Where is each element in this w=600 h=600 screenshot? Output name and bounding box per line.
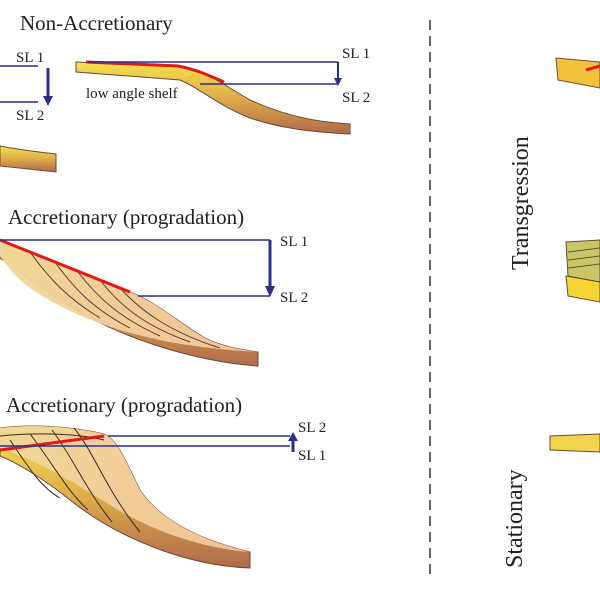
clinoform-lines [29,251,221,349]
panel-non-accretionary: Non-Accretionary SL 1 SL 2 SL 1 SL 2 low… [0,11,370,173]
fragment-mid-lines [567,247,600,269]
clinoform-fill-bottom [0,426,250,552]
sl-label-2-bottom: SL 2 [298,420,326,436]
sl-label-left-1: SL 1 [16,50,44,66]
sl-label-2-middle: SL 2 [280,290,308,306]
shelf-sediment-body [75,61,351,135]
sediment-wedge-left [0,145,57,173]
panel-accretionary-middle: Accretionary (progradation) SL 1 SL 2 [0,205,308,367]
sl-label-right-2: SL 2 [342,90,370,106]
fragment-red-line-top [585,64,600,72]
fragment-stationary [549,433,600,453]
panel-title-accretionary-middle: Accretionary (progradation) [8,205,244,229]
arrow-down-right-head-icon [334,78,342,86]
sl-label-1-bottom: SL 1 [298,448,326,464]
arrow-down-left-head-icon [43,96,53,106]
side-label-stationary: Stationary [502,469,528,568]
right-column: Transgression Stationary [502,57,600,568]
arrow-down-middle-head-icon [265,286,275,297]
panel-title-accretionary-bottom: Accretionary (progradation) [6,393,242,417]
shelf-edge-red-line [85,60,225,84]
shelf-edge-red-line-bottom [0,434,105,452]
clinoform-fill [0,240,258,352]
shelf-edge-red-line-middle [0,238,131,294]
side-label-transgression: Transgression [508,136,534,270]
arrow-up-bottom-head-icon [288,432,298,441]
fragment-transgression-mid-base [565,275,600,303]
panel-title-non-accretionary: Non-Accretionary [20,11,173,35]
panel-accretionary-bottom: Accretionary (progradation) SL 2 SL 1 [0,393,326,569]
sl-label-1-middle: SL 1 [280,234,308,250]
annotation-low-angle-shelf: low angle shelf [86,86,178,102]
sl-label-left-2: SL 2 [16,108,44,124]
fragment-transgression-top [555,57,600,89]
sl-label-right-1: SL 1 [342,46,370,62]
fragment-transgression-mid [565,239,600,283]
